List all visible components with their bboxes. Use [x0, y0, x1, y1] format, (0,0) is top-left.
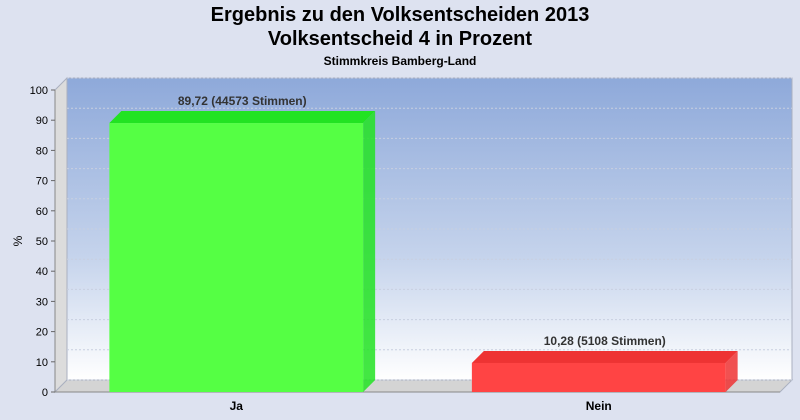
y-tick-label: 10 [36, 357, 48, 369]
bar-side [363, 111, 376, 393]
data-label-ja: 89,72 (44573 Stimmen) [178, 94, 307, 108]
y-tick-label: 80 [36, 145, 48, 157]
bar-nein [471, 350, 738, 392]
y-tick-label: 100 [30, 85, 48, 97]
y-tick-label: 90 [36, 115, 48, 127]
y-tick-label: 0 [42, 387, 48, 399]
chart-title-line2: Volksentscheid 4 in Prozent [267, 28, 533, 50]
y-axis-label: % [11, 235, 25, 246]
chart-subtitle: Stimmkreis Bamberg-Land [323, 54, 477, 68]
side-wall [54, 76, 68, 394]
bar-top [471, 350, 738, 363]
bar-side [725, 350, 738, 392]
x-tick-label-ja: Ja [230, 399, 244, 413]
data-label-nein: 10,28 (5108 Stimmen) [544, 334, 666, 348]
y-tick-label: 20 [36, 327, 48, 339]
y-tick-label: 40 [36, 266, 48, 278]
y-tick-label: 30 [36, 296, 48, 308]
bar-front [471, 362, 726, 392]
bar-front [109, 123, 364, 393]
x-tick-label-nein: Nein [586, 399, 612, 413]
bar-ja [109, 111, 376, 393]
y-tick-label: 50 [36, 236, 48, 248]
y-tick-label: 70 [36, 176, 48, 188]
y-tick-label: 60 [36, 206, 48, 218]
bar-top [109, 111, 376, 124]
chart-title: Ergebnis zu den Volksentscheiden 2013 [210, 4, 590, 26]
